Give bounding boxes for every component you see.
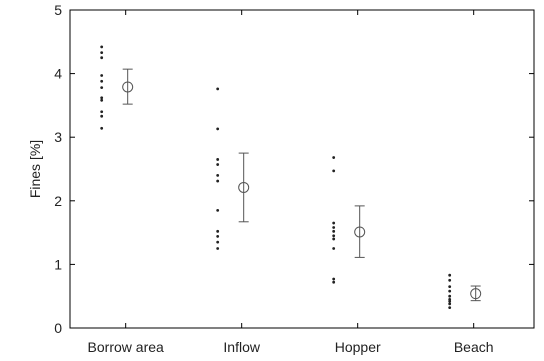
- data-point: [216, 87, 220, 91]
- data-point: [332, 280, 336, 284]
- y-tick-label: 5: [54, 2, 62, 18]
- data-point: [100, 51, 104, 55]
- data-point: [216, 240, 220, 244]
- data-point: [216, 179, 220, 183]
- data-point: [448, 294, 452, 298]
- data-point: [332, 277, 336, 281]
- mean-marker: [354, 226, 366, 238]
- data-point: [100, 96, 104, 100]
- data-point: [216, 158, 220, 161]
- data-point: [216, 163, 220, 166]
- data-point: [332, 156, 336, 159]
- data-point: [448, 285, 452, 289]
- data-point: [332, 234, 336, 238]
- data-point: [332, 237, 336, 241]
- data-point: [332, 247, 336, 250]
- data-point: [332, 229, 336, 233]
- data-point: [216, 247, 220, 250]
- data-point: [100, 45, 104, 49]
- data-point: [100, 98, 104, 102]
- data-point: [448, 278, 452, 282]
- y-tick-label: 2: [54, 193, 62, 209]
- data-point: [100, 56, 104, 60]
- y-tick-label: 0: [54, 320, 62, 336]
- data-point: [332, 169, 336, 173]
- data-point: [448, 273, 452, 277]
- y-tick-label: 4: [54, 66, 62, 82]
- data-point: [216, 229, 220, 233]
- data-point: [216, 208, 220, 212]
- data-point: [332, 226, 336, 229]
- data-point: [100, 126, 104, 130]
- data-point: [448, 299, 452, 303]
- data-point: [216, 127, 220, 131]
- data-point: [448, 306, 452, 310]
- x-tick-label: Beach: [454, 339, 494, 355]
- data-point: [100, 74, 104, 77]
- data-point: [216, 173, 220, 177]
- data-point: [100, 79, 104, 83]
- data-point: [100, 114, 104, 118]
- y-tick-label: 3: [54, 129, 62, 145]
- mean-marker: [122, 81, 134, 93]
- data-point: [448, 289, 452, 293]
- mean-marker: [238, 181, 250, 193]
- x-tick-label: Borrow area: [88, 339, 164, 355]
- mean-marker: [470, 288, 482, 300]
- y-axis-label: Fines [%]: [27, 140, 43, 198]
- x-tick-label: Inflow: [223, 339, 260, 355]
- data-point: [448, 302, 452, 306]
- data-point: [332, 221, 336, 225]
- x-ticks: Borrow area Inflow Hopper Beach: [88, 10, 494, 355]
- data-point: [216, 235, 220, 238]
- x-tick-label: Hopper: [335, 339, 381, 355]
- y-tick-label: 1: [54, 256, 62, 272]
- plot-area: [69, 9, 535, 329]
- summary-markers: [122, 68, 482, 302]
- data-point: [100, 86, 104, 89]
- data-point: [100, 110, 104, 114]
- y-ticks: 0 1 2 3 4 5: [54, 2, 534, 336]
- data-points: [100, 45, 452, 310]
